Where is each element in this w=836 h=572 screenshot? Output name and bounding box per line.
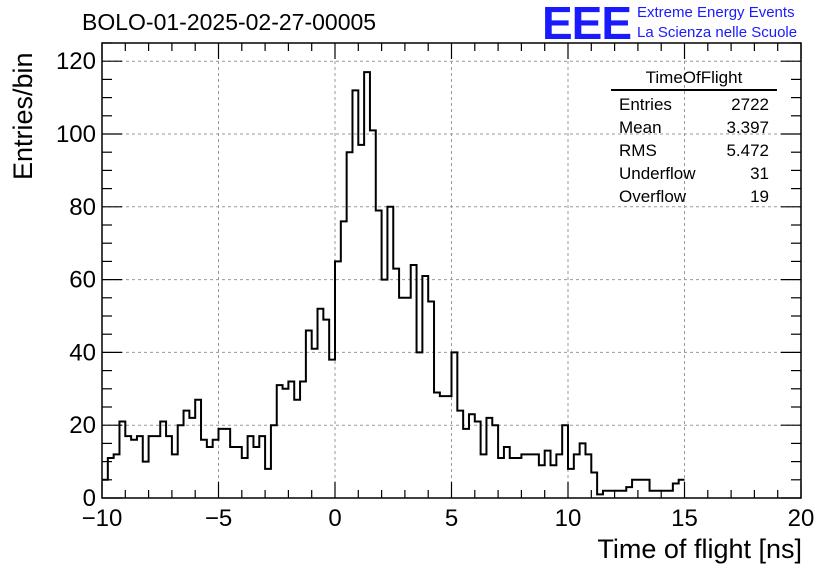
histogram-bin bbox=[620, 491, 626, 498]
stats-value: 2722 bbox=[731, 95, 769, 114]
histogram-bin bbox=[539, 465, 545, 498]
histogram-bin bbox=[615, 491, 621, 498]
histogram-bin bbox=[143, 462, 149, 498]
histogram-bin bbox=[446, 396, 452, 498]
histogram-bin bbox=[638, 480, 644, 498]
stats-value: 3.397 bbox=[726, 118, 769, 137]
x-tick-label: −5 bbox=[205, 505, 232, 532]
histogram-bin bbox=[294, 400, 300, 498]
histogram-bin bbox=[265, 469, 271, 498]
axis-tick-labels: −10 −5 0 5 10 15 20 0 20 40 60 80 100 120 bbox=[56, 48, 814, 532]
histogram-bin bbox=[609, 491, 615, 498]
histogram-bin bbox=[463, 429, 469, 498]
histogram-bin bbox=[382, 280, 388, 498]
histogram-bin bbox=[661, 491, 667, 498]
histogram-bin bbox=[189, 418, 195, 498]
histogram-bin bbox=[481, 454, 487, 498]
y-axis-label: Entries/bin bbox=[8, 52, 38, 180]
stats-label: Mean bbox=[619, 118, 662, 137]
x-axis-label: Time of flight [ns] bbox=[597, 534, 802, 564]
x-tick-label: −10 bbox=[82, 505, 123, 532]
logo-line2: La Scienza nelle Scuole bbox=[637, 24, 798, 41]
stats-value: 5.472 bbox=[726, 141, 769, 160]
stats-box: TimeOfFlight Entries 2722 Mean 3.397 RMS… bbox=[611, 68, 777, 208]
x-tick-label: 15 bbox=[671, 505, 698, 532]
histogram-bin bbox=[213, 440, 219, 498]
histogram-bin bbox=[201, 440, 207, 498]
histogram-bin bbox=[154, 436, 160, 498]
stats-row-overflow: Overflow 19 bbox=[611, 185, 777, 208]
histogram-bin bbox=[114, 454, 120, 498]
histogram-bin bbox=[650, 491, 656, 498]
histogram-bin bbox=[230, 447, 236, 498]
stats-value: 19 bbox=[750, 187, 769, 206]
y-tick-label: 120 bbox=[56, 48, 96, 75]
x-tick-label: 5 bbox=[445, 505, 458, 532]
histogram-bin bbox=[510, 458, 516, 498]
histogram-bin bbox=[125, 436, 131, 498]
y-tick-label: 0 bbox=[83, 485, 96, 512]
axis-ticks bbox=[101, 42, 802, 499]
histogram-bin bbox=[405, 298, 411, 498]
x-tick-label: 10 bbox=[555, 505, 582, 532]
histogram-bin bbox=[207, 447, 213, 498]
chart-title: BOLO-01-2025-02-27-00005 bbox=[82, 9, 377, 35]
histogram-outline bbox=[102, 71, 685, 496]
histogram-bin bbox=[312, 349, 318, 498]
histogram-bin bbox=[393, 269, 399, 498]
histogram-bin bbox=[102, 480, 108, 498]
y-tick-label: 40 bbox=[69, 339, 96, 366]
histogram-bin bbox=[283, 389, 289, 498]
stats-label: RMS bbox=[619, 141, 657, 160]
stats-row-rms: RMS 5.472 bbox=[611, 139, 777, 162]
histogram-bin bbox=[242, 458, 248, 498]
y-tick-label: 60 bbox=[69, 267, 96, 294]
histogram-bin bbox=[329, 360, 335, 498]
y-tick-label: 80 bbox=[69, 194, 96, 221]
histogram-bin bbox=[399, 298, 405, 498]
x-tick-label: 0 bbox=[328, 505, 341, 532]
histogram-bin bbox=[667, 491, 673, 498]
stats-value: 31 bbox=[750, 164, 769, 183]
stats-label: Entries bbox=[619, 95, 672, 114]
histogram-bin bbox=[521, 454, 527, 498]
stats-row-entries: Entries 2722 bbox=[611, 93, 777, 116]
stats-label: Overflow bbox=[619, 187, 687, 206]
histogram-bin bbox=[253, 447, 259, 498]
histogram-bin bbox=[131, 440, 137, 498]
histogram-bin bbox=[341, 221, 347, 498]
y-tick-label: 100 bbox=[56, 121, 96, 148]
eee-logo: EEE bbox=[542, 0, 632, 49]
histogram-bin bbox=[655, 491, 661, 498]
histogram-bin bbox=[172, 454, 178, 498]
histogram-bin bbox=[527, 454, 533, 498]
histogram-bin bbox=[434, 392, 440, 498]
histogram-bin bbox=[516, 458, 522, 498]
stats-title: TimeOfFlight bbox=[611, 68, 777, 91]
histogram-bin bbox=[498, 458, 504, 498]
histogram-bin bbox=[568, 469, 574, 498]
stats-label: Underflow bbox=[619, 164, 696, 183]
stats-row-mean: Mean 3.397 bbox=[611, 116, 777, 139]
histogram-bin bbox=[440, 396, 446, 498]
y-tick-label: 20 bbox=[69, 412, 96, 439]
x-tick-label: 20 bbox=[788, 505, 815, 532]
histogram-series bbox=[102, 71, 685, 498]
histogram-bin bbox=[358, 145, 364, 498]
stats-row-underflow: Underflow 31 bbox=[611, 162, 777, 185]
logo-line1: Extreme Energy Events bbox=[637, 4, 795, 21]
histogram-bin bbox=[551, 465, 557, 498]
